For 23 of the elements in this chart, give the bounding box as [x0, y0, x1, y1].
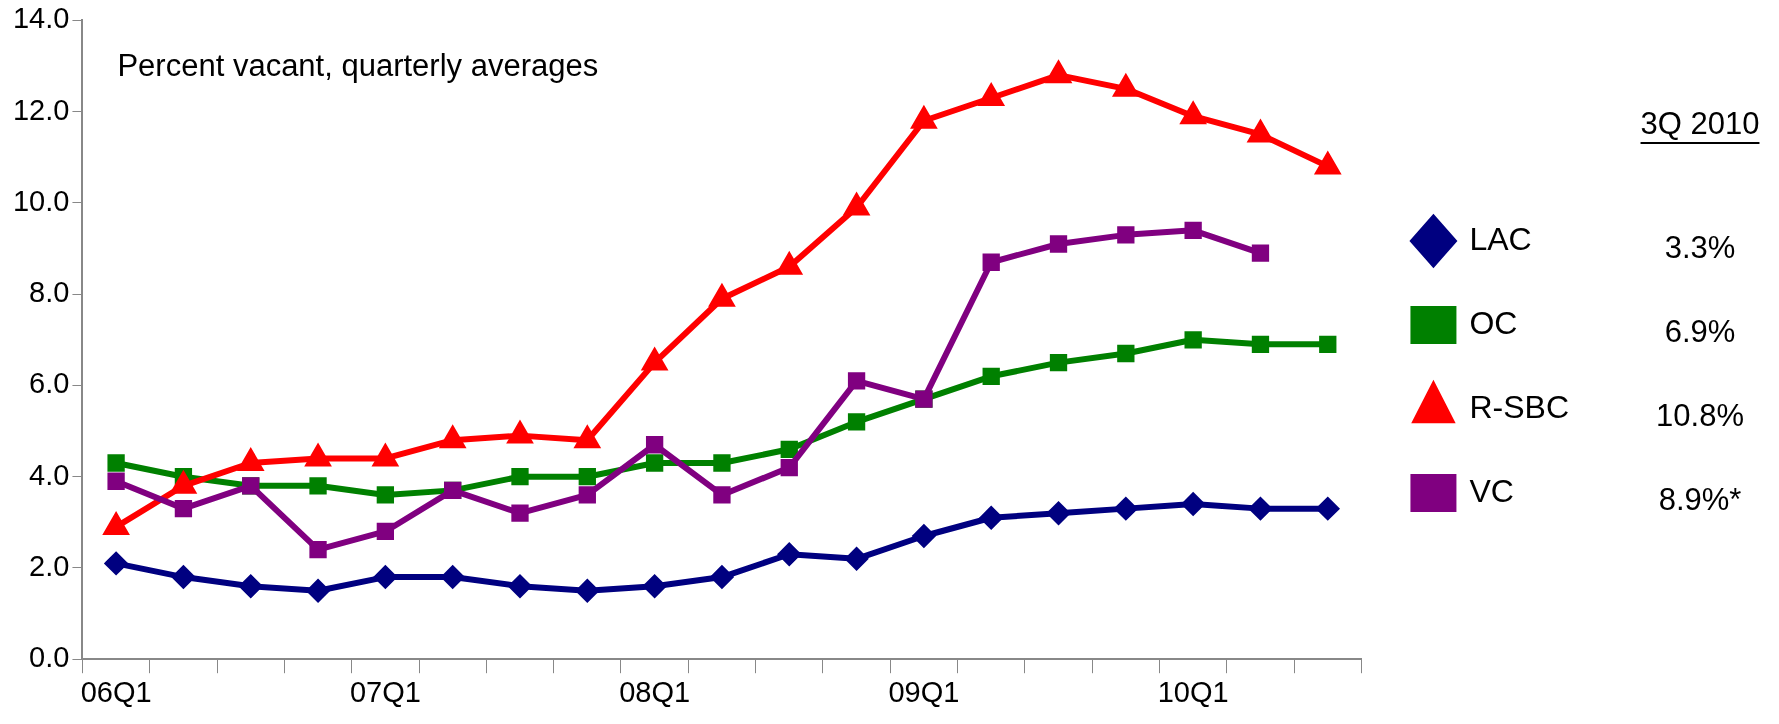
x-tick-label: 08Q1 — [619, 675, 691, 708]
legend-label: R-SBC — [1469, 388, 1569, 425]
y-tick-label: 4.0 — [29, 458, 70, 491]
x-tick-label: 10Q1 — [1157, 675, 1229, 708]
text: 10.8% — [1656, 397, 1744, 433]
legend-label: VC — [1469, 472, 1514, 509]
y-tick-label: 14.0 — [12, 2, 70, 35]
y-tick-label: 8.0 — [29, 276, 70, 309]
y-tick-label: 6.0 — [29, 367, 70, 400]
y-tick-label: 12.0 — [12, 93, 70, 126]
text: 3Q 2010 — [1640, 105, 1760, 141]
text: 8.9%* — [1658, 481, 1742, 517]
legend-label: LAC — [1469, 220, 1532, 257]
y-tick-label: 10.0 — [12, 184, 70, 217]
legend-label: OC — [1469, 304, 1518, 341]
y-tick-label: 0.0 — [29, 641, 70, 674]
text: 6.9% — [1664, 313, 1736, 349]
text: 3.3% — [1664, 229, 1736, 265]
x-tick-label: 09Q1 — [888, 675, 960, 708]
x-tick-label: 07Q1 — [349, 675, 421, 708]
text: Percent vacant, quarterly averages — [117, 48, 599, 84]
x-tick-label: 06Q1 — [80, 675, 152, 708]
y-tick-label: 2.0 — [29, 549, 70, 582]
